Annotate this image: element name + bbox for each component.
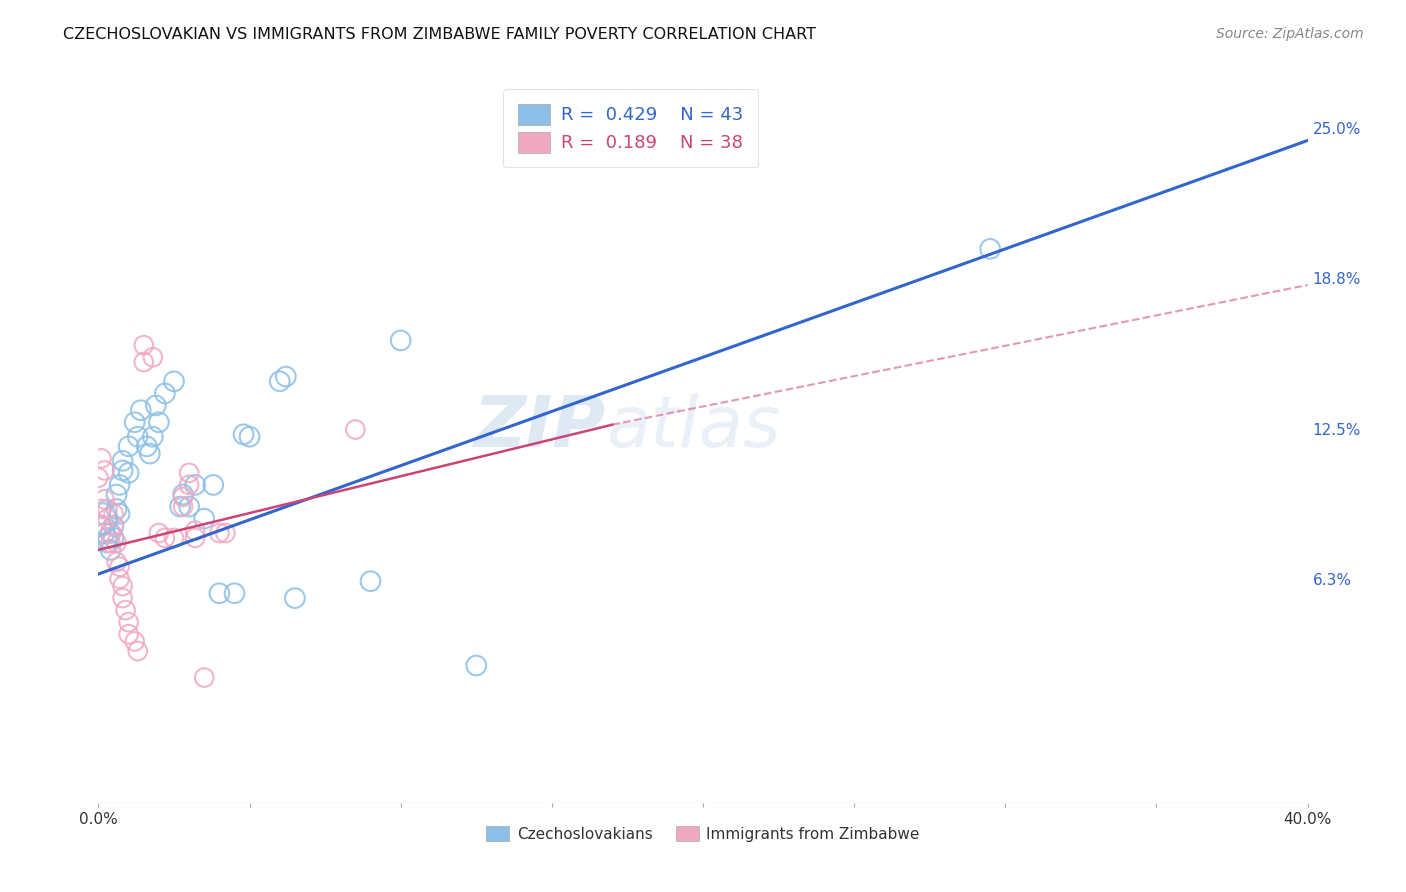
Legend: Czechoslovakians, Immigrants from Zimbabwe: Czechoslovakians, Immigrants from Zimbab… bbox=[479, 818, 927, 849]
Point bbox=[105, 555, 128, 569]
Point bbox=[184, 524, 207, 538]
Point bbox=[111, 591, 134, 606]
Point bbox=[239, 430, 262, 444]
Point bbox=[153, 531, 176, 545]
Point bbox=[90, 502, 112, 516]
Point bbox=[103, 507, 125, 521]
Point bbox=[153, 386, 176, 401]
Point bbox=[103, 518, 125, 533]
Point bbox=[208, 586, 231, 600]
Point bbox=[111, 463, 134, 477]
Point bbox=[118, 439, 141, 453]
Point bbox=[193, 671, 215, 685]
Point bbox=[142, 430, 165, 444]
Point bbox=[100, 535, 122, 549]
Point bbox=[142, 350, 165, 364]
Point bbox=[90, 451, 112, 466]
Point bbox=[184, 531, 207, 545]
Point bbox=[105, 535, 128, 549]
Point bbox=[214, 526, 236, 541]
Point bbox=[172, 487, 194, 501]
Point bbox=[163, 375, 186, 389]
Point bbox=[108, 572, 131, 586]
Point bbox=[979, 242, 1001, 256]
Point bbox=[148, 415, 170, 429]
Point bbox=[87, 471, 110, 485]
Point bbox=[193, 511, 215, 525]
Point bbox=[135, 439, 157, 453]
Point bbox=[93, 463, 115, 477]
Point bbox=[127, 430, 149, 444]
Point bbox=[169, 500, 191, 514]
Point bbox=[274, 369, 297, 384]
Point bbox=[105, 487, 128, 501]
Text: CZECHOSLOVAKIAN VS IMMIGRANTS FROM ZIMBABWE FAMILY POVERTY CORRELATION CHART: CZECHOSLOVAKIAN VS IMMIGRANTS FROM ZIMBA… bbox=[63, 27, 817, 42]
Point bbox=[224, 586, 246, 600]
Point bbox=[90, 511, 112, 525]
Point bbox=[208, 526, 231, 541]
Point bbox=[100, 526, 122, 541]
Point bbox=[132, 338, 155, 352]
Point bbox=[96, 535, 118, 549]
Text: atlas: atlas bbox=[606, 392, 780, 461]
Point bbox=[108, 507, 131, 521]
Point bbox=[111, 579, 134, 593]
Point bbox=[179, 478, 201, 492]
Point bbox=[103, 531, 125, 545]
Point bbox=[118, 615, 141, 630]
Point bbox=[93, 492, 115, 507]
Point bbox=[100, 526, 122, 541]
Point bbox=[232, 427, 254, 442]
Point bbox=[389, 334, 412, 348]
Point bbox=[100, 542, 122, 557]
Point bbox=[96, 502, 118, 516]
Point bbox=[96, 511, 118, 525]
Point bbox=[284, 591, 307, 606]
Text: ZIP: ZIP bbox=[474, 392, 606, 461]
Point bbox=[114, 603, 136, 617]
Point bbox=[269, 375, 291, 389]
Point bbox=[179, 466, 201, 480]
Point bbox=[90, 518, 112, 533]
Point bbox=[184, 478, 207, 492]
Point bbox=[145, 398, 167, 412]
Point bbox=[465, 658, 488, 673]
Point bbox=[139, 446, 162, 460]
Point bbox=[96, 531, 118, 545]
Point bbox=[172, 490, 194, 504]
Point bbox=[118, 627, 141, 641]
Point bbox=[105, 502, 128, 516]
Point bbox=[118, 466, 141, 480]
Point bbox=[360, 574, 382, 589]
Point bbox=[344, 423, 367, 437]
Point bbox=[163, 531, 186, 545]
Point bbox=[124, 415, 146, 429]
Point bbox=[202, 478, 225, 492]
Point bbox=[93, 526, 115, 541]
Text: Source: ZipAtlas.com: Source: ZipAtlas.com bbox=[1216, 27, 1364, 41]
Point bbox=[148, 526, 170, 541]
Point bbox=[103, 518, 125, 533]
Point bbox=[132, 355, 155, 369]
Point bbox=[129, 403, 152, 417]
Point bbox=[127, 644, 149, 658]
Point bbox=[108, 559, 131, 574]
Point bbox=[111, 454, 134, 468]
Point bbox=[179, 500, 201, 514]
Point bbox=[108, 478, 131, 492]
Point bbox=[124, 634, 146, 648]
Point bbox=[172, 500, 194, 514]
